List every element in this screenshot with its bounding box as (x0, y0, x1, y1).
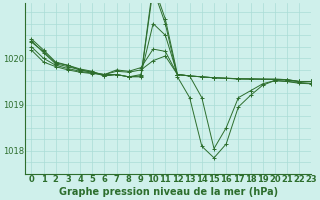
X-axis label: Graphe pression niveau de la mer (hPa): Graphe pression niveau de la mer (hPa) (59, 187, 278, 197)
